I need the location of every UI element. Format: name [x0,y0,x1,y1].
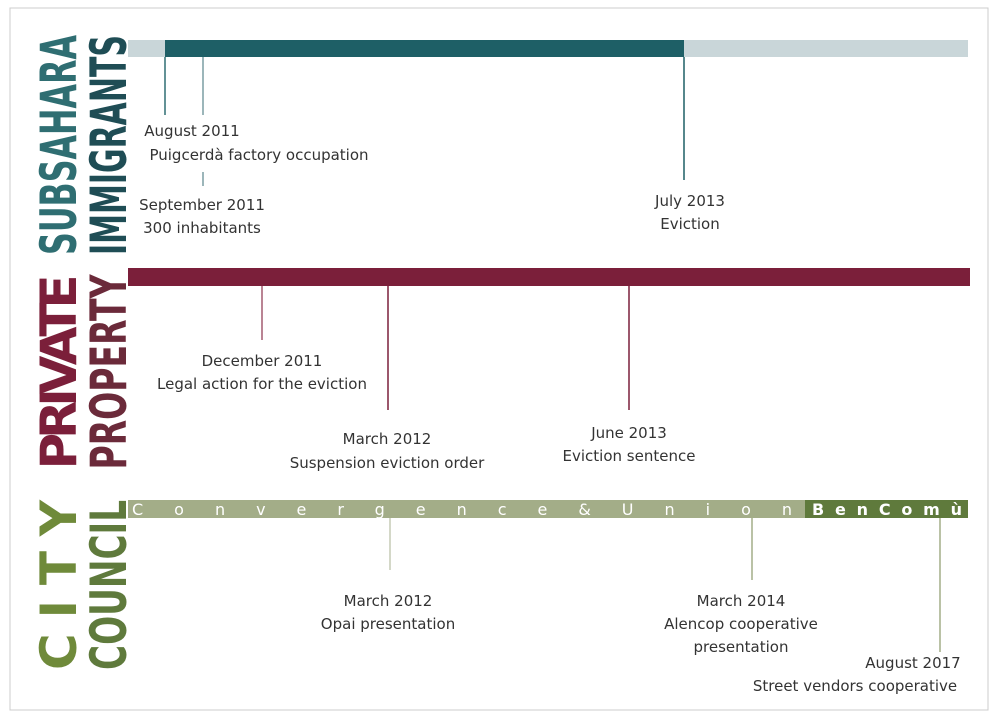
event-text: 300 inhabitants [143,219,261,237]
event-text: Eviction [660,215,720,233]
event-date: March 2014 [697,592,786,610]
period-bar [128,500,805,518]
event-date: September 2011 [139,196,265,214]
event-date: August 2017 [865,654,960,672]
event-text: Legal action for the eviction [157,375,367,393]
event-text: Eviction sentence [563,447,696,465]
row-label: PROPERTY [80,274,138,470]
event-text: Street vendors cooperative [753,677,957,695]
bar-label: BenComù [812,500,962,519]
row-label: COUNCIL [80,500,138,670]
event-date: August 2011 [144,122,239,140]
event-date: March 2012 [343,430,432,448]
frame [9,7,989,711]
period-bar [165,40,684,57]
row-label: PRIVATE [30,275,88,470]
event-text: Alencop cooperative [664,615,818,633]
event-text: Puigcerdà factory occupation [149,146,368,164]
period-bar [128,268,970,286]
event-date: December 2011 [202,352,323,370]
bar-label: Convergence&Union [132,500,792,519]
event-date: March 2012 [344,592,433,610]
row-label: IMMIGRANTS [80,35,138,255]
event-date: July 2013 [654,192,725,210]
event-date: June 2013 [590,424,667,442]
row-label: CITY [30,499,88,670]
event-text: Suspension eviction order [290,454,485,472]
connectors [164,57,941,652]
row-label: SUBSAHARA [30,35,88,255]
event-text: Opai presentation [321,615,455,633]
period-bar [805,500,968,518]
event-text: presentation [694,638,789,656]
